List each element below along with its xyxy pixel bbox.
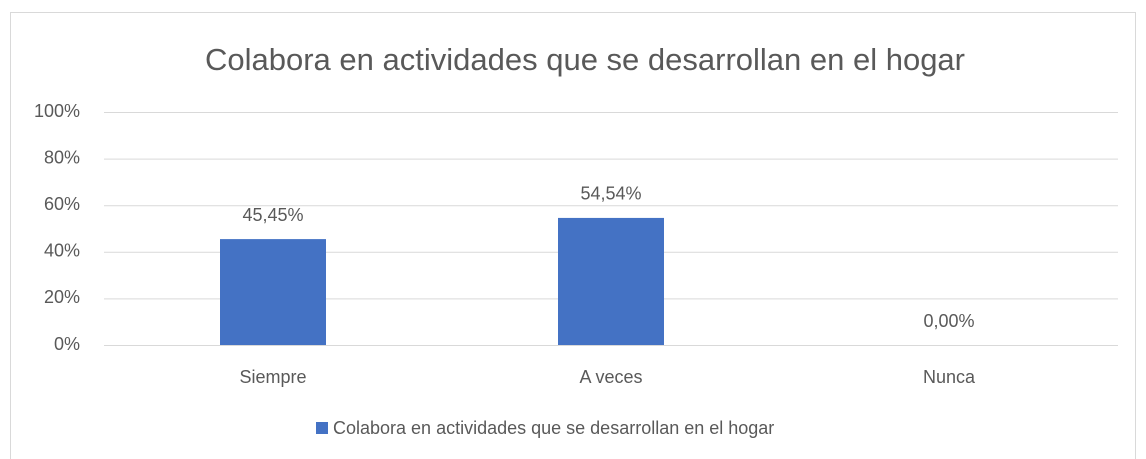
y-tick-label: 100%: [34, 101, 80, 121]
x-tick-label: Siempre: [239, 367, 306, 387]
bar: [558, 217, 664, 345]
legend-swatch: [316, 422, 328, 434]
legend-label: Colabora en actividades que se desarroll…: [333, 418, 774, 438]
data-label: 54,54%: [580, 184, 641, 204]
y-tick-label: 0%: [54, 334, 80, 354]
x-tick-label: A veces: [579, 367, 642, 387]
y-tick-label: 20%: [44, 287, 80, 307]
y-tick-label: 60%: [44, 194, 80, 214]
data-label: 0,00%: [923, 311, 974, 331]
chart-title: Colabora en actividades que se desarroll…: [205, 42, 965, 77]
y-tick-label: 40%: [44, 241, 80, 261]
x-tick-label: Nunca: [923, 367, 976, 387]
y-tick-label: 80%: [44, 147, 80, 167]
data-label: 45,45%: [242, 205, 303, 225]
bar: [220, 239, 326, 345]
